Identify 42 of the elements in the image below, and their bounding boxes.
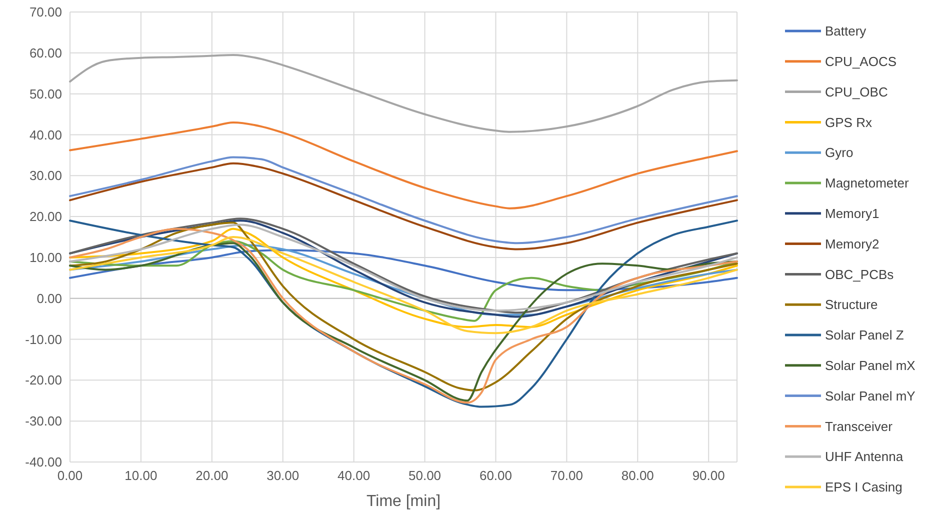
legend-label: Memory1 <box>825 206 880 221</box>
legend-label: Structure <box>825 297 878 312</box>
x-tick-label: 20.00 <box>196 468 228 483</box>
y-tick-label: 10.00 <box>29 250 62 266</box>
legend-label: GPS Rx <box>825 114 872 130</box>
legend-label: Gyro <box>825 145 854 160</box>
x-tick-label: 10.00 <box>124 468 158 483</box>
legend-label: OBC_PCBs <box>825 266 894 282</box>
legend-label: Battery <box>825 24 867 39</box>
legend-label: UHF Antenna <box>825 449 904 464</box>
legend-label: Transceiver <box>825 418 894 434</box>
y-tick-label: -40.00 <box>25 454 62 470</box>
x-axis-title: Time [min] <box>366 493 441 510</box>
legend-label: Magnetometer <box>825 176 910 191</box>
y-tick-label: 30.00 <box>29 168 62 184</box>
legend-label: Solar Panel Z <box>825 328 904 343</box>
legend-label: Solar Panel mX <box>825 358 916 373</box>
legend-label: EPS I Casing <box>825 480 902 495</box>
legend-label: CPU_AOCS <box>825 54 897 69</box>
line-series <box>69 54 738 133</box>
x-tick-label: 40.00 <box>338 468 370 483</box>
y-tick-label: 60.00 <box>29 45 62 60</box>
y-tick-label: -20.00 <box>25 372 62 388</box>
legend-label: CPU_OBC <box>825 84 888 100</box>
y-tick-label: -30.00 <box>25 414 62 429</box>
y-tick-label: -10.00 <box>25 332 62 347</box>
y-tick-label: 20.00 <box>29 209 62 224</box>
x-tick-label: 0.00 <box>57 468 83 483</box>
x-tick-label: 80.00 <box>621 468 654 483</box>
x-tick-label: 90.00 <box>692 468 725 483</box>
line-series <box>69 249 738 292</box>
line-series <box>69 121 738 210</box>
x-tick-label: 60.00 <box>479 468 512 483</box>
legend-label: Memory2 <box>825 236 880 252</box>
x-tick-label: 50.00 <box>408 468 442 483</box>
y-tick-label: 70.00 <box>29 4 62 20</box>
y-tick-label: 40.00 <box>29 127 62 142</box>
x-tick-label: 70.00 <box>550 468 583 483</box>
y-tick-label: 0.00 <box>36 290 62 306</box>
legend-label: Solar Panel mY <box>825 388 916 404</box>
x-tick-label: 30.00 <box>266 468 300 483</box>
y-tick-label: 50.00 <box>29 86 62 102</box>
